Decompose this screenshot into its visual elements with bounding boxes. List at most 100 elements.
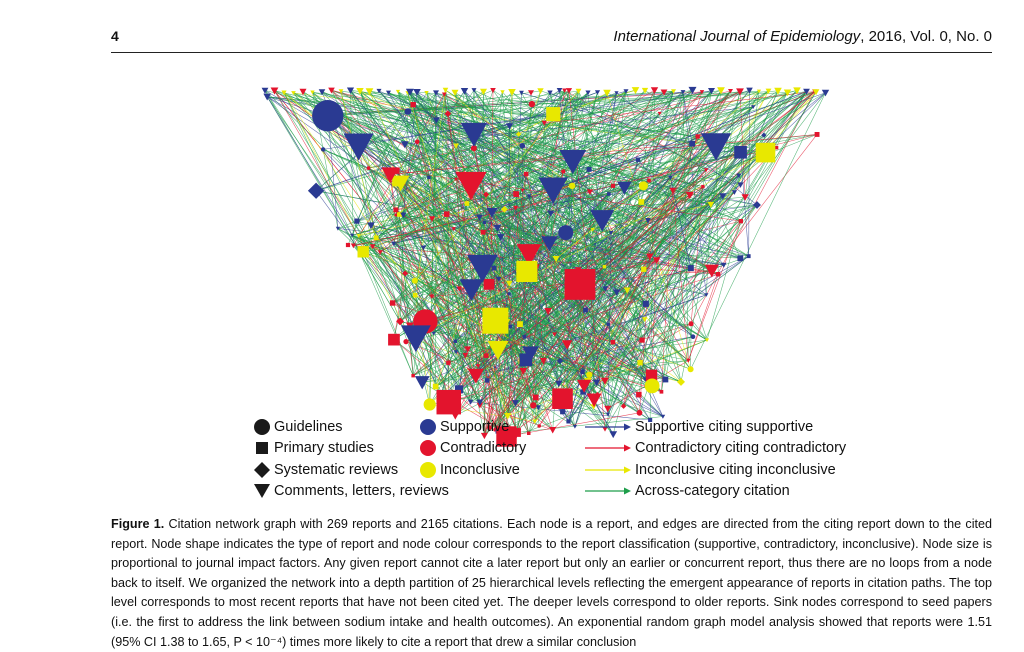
report-node <box>549 427 556 434</box>
yellow-arrow-icon <box>584 465 632 475</box>
report-node <box>716 272 720 276</box>
report-node <box>492 266 497 271</box>
report-node <box>388 334 400 346</box>
report-node <box>552 388 573 409</box>
report-node <box>533 395 539 401</box>
report-node <box>546 107 560 121</box>
legend-edge-supportive: Supportive citing supportive <box>584 416 846 438</box>
report-node <box>663 377 669 383</box>
report-node <box>688 366 694 372</box>
report-node <box>443 88 449 93</box>
report-node <box>490 88 496 93</box>
report-node <box>606 323 610 327</box>
report-node <box>639 181 648 190</box>
report-node <box>677 378 685 386</box>
report-node <box>411 102 416 107</box>
report-node <box>637 360 642 365</box>
report-node <box>367 166 371 170</box>
report-node <box>558 225 573 240</box>
report-node <box>586 372 592 378</box>
report-node <box>529 101 535 107</box>
report-node <box>412 278 418 284</box>
report-node <box>815 132 820 137</box>
report-node <box>480 89 487 95</box>
page-header: 4 International Journal of Epidemiology,… <box>111 24 992 48</box>
diamond-icon <box>253 461 271 479</box>
report-node <box>513 191 519 197</box>
citation-edge <box>265 90 359 235</box>
report-node <box>484 279 495 290</box>
yellow-circle-icon <box>419 461 437 479</box>
legend-label: Supportive citing supportive <box>635 419 813 435</box>
report-node <box>641 267 646 272</box>
report-node <box>737 255 743 261</box>
figure-label: Figure 1. <box>111 517 164 531</box>
report-node <box>517 321 523 327</box>
report-node <box>321 147 325 151</box>
report-node <box>775 146 779 150</box>
report-node <box>689 321 694 326</box>
report-node <box>537 424 541 428</box>
report-node <box>734 146 747 159</box>
report-node <box>560 409 565 414</box>
green-arrow-icon <box>584 486 632 496</box>
report-node <box>530 402 536 408</box>
report-node <box>691 334 696 339</box>
report-node <box>354 219 359 224</box>
report-node <box>484 353 489 358</box>
report-node <box>756 143 776 163</box>
report-node <box>573 425 577 429</box>
blue-circle-icon <box>419 418 437 436</box>
report-node <box>433 384 439 390</box>
legend-edge-across: Across-category citation <box>584 481 846 503</box>
legend-label: Comments, letters, reviews <box>274 483 449 499</box>
report-node <box>312 100 343 131</box>
legend-label: Contradictory citing contradictory <box>635 440 846 456</box>
triangle-down-icon <box>253 482 271 500</box>
report-node <box>583 308 588 313</box>
report-node <box>566 419 570 423</box>
report-node <box>390 300 395 305</box>
report-node <box>308 183 324 199</box>
report-node <box>643 301 649 307</box>
citation-edge <box>688 221 741 360</box>
legend-label: Across-category citation <box>635 483 790 499</box>
report-node <box>569 183 575 189</box>
report-node <box>696 134 700 138</box>
report-node <box>738 182 744 188</box>
report-node <box>637 410 643 416</box>
journal-citation: International Journal of Epidemiology, 2… <box>613 28 992 45</box>
report-node <box>611 340 616 345</box>
legend-inconclusive: Inconclusive <box>419 459 526 481</box>
report-node <box>427 176 430 179</box>
legend-label: Inconclusive <box>440 462 520 478</box>
legend-label: Systematic reviews <box>274 462 398 478</box>
report-node <box>482 308 508 334</box>
report-node <box>565 269 596 300</box>
figure-caption-text: Citation network graph with 269 reports … <box>111 517 992 649</box>
citation-network-graph <box>250 72 840 452</box>
report-node <box>603 265 607 269</box>
citation-edge <box>749 90 750 256</box>
report-node <box>660 390 664 394</box>
report-node <box>424 398 436 410</box>
legend-edge-types: Supportive citing supportive Contradicto… <box>584 416 846 502</box>
report-node <box>444 211 450 217</box>
report-node <box>415 140 420 145</box>
blue-arrow-icon <box>584 422 632 432</box>
legend-contradictory: Contradictory <box>419 438 526 460</box>
report-node <box>346 243 350 247</box>
report-node <box>358 246 369 257</box>
legend-label: Inconclusive citing inconclusive <box>635 462 836 478</box>
page-number: 4 <box>111 28 119 44</box>
legend-label: Primary studies <box>274 440 374 456</box>
report-node <box>465 201 470 206</box>
report-node <box>413 293 418 298</box>
red-circle-icon <box>419 439 437 457</box>
journal-name: International Journal of Epidemiology <box>613 28 860 45</box>
legend-label: Supportive <box>440 419 509 435</box>
legend-edge-contradictory: Contradictory citing contradictory <box>584 438 846 460</box>
report-node <box>374 236 379 241</box>
report-node <box>701 185 704 188</box>
legend-node-colors: Supportive Contradictory Inconclusive <box>419 416 526 481</box>
